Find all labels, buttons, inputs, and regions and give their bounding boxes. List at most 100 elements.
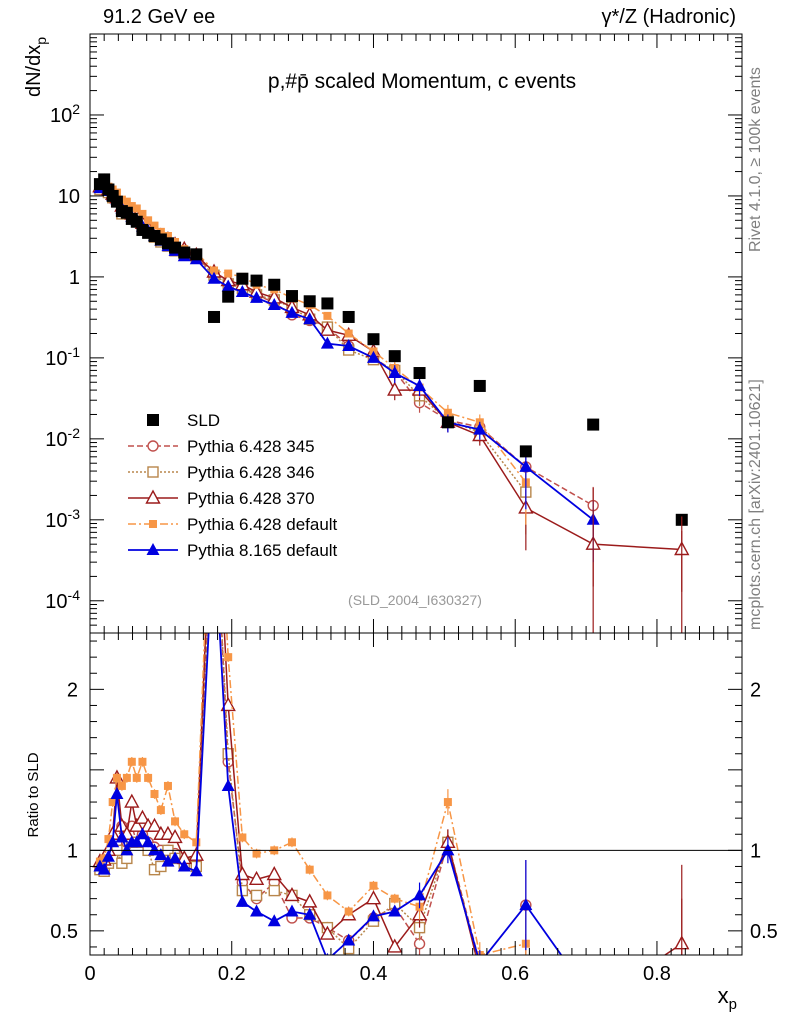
ratio-point-pythia-8-165-default — [267, 914, 281, 927]
ratio-point-pythia-6-428-default — [192, 838, 201, 847]
point-pythia-6-428-370 — [387, 381, 403, 396]
ratio-series-pythia-6-428-default — [95, 396, 530, 955]
ratio-point-pythia-6-428-default — [112, 773, 121, 782]
ratio-point-pythia-6-428-370 — [387, 938, 403, 953]
ratio-point-pythia-6-428-default — [344, 907, 353, 916]
ratio-point-pythia-6-428-default — [122, 773, 131, 782]
chart-title: p,#p̄ scaled Momentum, c events — [268, 70, 576, 93]
point-sld — [473, 379, 486, 392]
ratio-point-pythia-8-165-default — [141, 835, 155, 848]
ratio-series-pythia-8-165-default — [93, 633, 600, 1005]
ratio-point-pythia-6-428-370 — [266, 866, 282, 881]
legend-marker-pythia-6-428-370 — [145, 489, 161, 504]
legend-entry-pythia-6-428-370: Pythia 6.428 370 — [128, 489, 315, 508]
ratio-point-pythia-6-428-346 — [236, 884, 249, 897]
ratio-point-pythia-6-428-370 — [124, 793, 140, 808]
ratio-y-axis-label: Ratio to SLD — [25, 752, 42, 837]
ratio-point-pythia-6-428-default — [443, 798, 452, 807]
ratio-point-pythia-6-428-default — [305, 865, 314, 874]
ratio-point-pythia-8-165-default — [101, 849, 115, 862]
point-sld — [110, 195, 123, 208]
legend-label-pythia-6-428-346: Pythia 6.428 346 — [187, 463, 315, 482]
point-sld — [250, 274, 263, 287]
ratio-line-pythia-8-165-default — [99, 633, 563, 955]
ratio-point-pythia-8-165-default — [147, 843, 161, 856]
point-pythia-6-428-default — [224, 269, 233, 278]
point-pythia-6-428-default — [156, 227, 165, 236]
point-pythia-6-428-default — [323, 311, 332, 320]
point-pythia-8-165-default — [235, 285, 249, 298]
point-pythia-6-428-default — [122, 197, 131, 206]
ratio-point-pythia-6-428-370 — [302, 893, 318, 908]
header-right: γ*/Z (Hadronic) — [601, 6, 736, 28]
y-tick-label: 10-4 — [45, 587, 80, 613]
ratio-point-pythia-6-428-default — [180, 830, 189, 839]
ratio-point-pythia-6-428-370 — [129, 817, 145, 832]
ratio-point-pythia-6-428-default — [117, 781, 126, 790]
ratio-series-pythia-6-428-370 — [92, 633, 690, 955]
x-tick-label: 0.6 — [501, 963, 529, 985]
point-pythia-8-165-default — [221, 279, 235, 292]
point-pythia-8-165-default — [250, 290, 264, 303]
ratio-point-pythia-6-428-346 — [250, 889, 263, 902]
ratio-point-pythia-6-428-default — [132, 773, 141, 782]
ratio-point-pythia-6-428-default — [171, 817, 180, 826]
ratio-point-pythia-6-428-default — [108, 798, 117, 807]
point-pythia-8-165-default — [413, 378, 427, 391]
point-pythia-6-428-default — [163, 232, 172, 241]
y-tick-label: 10-3 — [45, 506, 80, 532]
legend-marker-sld — [147, 414, 159, 426]
point-sld — [285, 290, 298, 303]
ratio-point-pythia-6-428-370 — [284, 886, 300, 902]
point-pythia-8-165-default — [342, 339, 356, 352]
point-pythia-6-428-default — [344, 329, 353, 338]
point-pythia-6-428-default — [132, 204, 141, 213]
legend-label-pythia-6-428-default: Pythia 6.428 default — [187, 515, 338, 534]
ratio-y-tick-label: 1 — [67, 840, 78, 862]
ratio-point-pythia-6-428-default — [323, 891, 332, 900]
legend-entry-sld: SLD — [147, 411, 220, 430]
ratio-point-pythia-6-428-370 — [248, 870, 265, 886]
ratio-y-tick-label: 2 — [67, 679, 78, 701]
ratio-y-tick-label-right: 1 — [750, 840, 761, 862]
ratio-point-pythia-8-165-default — [97, 862, 111, 875]
ratio-point-pythia-6-428-default — [287, 838, 296, 847]
point-pythia-6-428-default — [144, 216, 153, 225]
ratio-point-pythia-6-428-default — [156, 806, 165, 815]
point-sld — [367, 333, 380, 346]
point-pythia-8-165-default — [388, 366, 402, 379]
ratio-point-pythia-8-165-default — [519, 898, 533, 911]
ratio-point-pythia-6-428-default — [224, 653, 233, 662]
ratio-point-pythia-6-428-default — [138, 757, 147, 766]
ratio-point-pythia-6-428-default — [390, 894, 399, 903]
ratio-point-pythia-8-165-default — [587, 993, 600, 1005]
ratio-point-pythia-6-428-default — [210, 396, 218, 404]
point-pythia-8-165-default — [303, 312, 317, 325]
main-series-layer — [92, 173, 690, 633]
ratio-y-tick-label: 0.5 — [50, 921, 78, 943]
axes-layer: 10-4 10-3 10-2 10-1 1 10 102 0.5 0.5 1 1 2 2 0 0.2 0.4 0… — [23, 33, 778, 1013]
point-sld — [98, 173, 111, 186]
point-pythia-6-428-default — [443, 408, 452, 417]
ratio-point-pythia-8-165-default — [250, 904, 264, 917]
ratio-point-pythia-6-428-default — [163, 781, 172, 790]
ratio-point-pythia-8-165-default — [388, 904, 402, 917]
ratio-point-pythia-8-165-default — [441, 843, 455, 856]
point-sld — [413, 367, 426, 380]
ratio-point-pythia-6-428-346 — [268, 884, 280, 897]
y-tick-label: 1 — [69, 267, 80, 289]
point-pythia-8-165-default — [207, 271, 221, 284]
ratio-point-pythia-6-428-default — [104, 835, 113, 844]
point-sld — [236, 272, 249, 285]
ratio-point-pythia-8-165-default — [342, 933, 356, 946]
point-sld — [190, 248, 203, 261]
legend-entry-pythia-6-428-346: Pythia 6.428 346 — [128, 463, 315, 482]
point-pythia-8-165-default — [267, 297, 281, 310]
point-sld — [222, 290, 235, 303]
legend-label-pythia-6-428-370: Pythia 6.428 370 — [187, 489, 315, 508]
ratio-point-pythia-6-428-346 — [475, 961, 485, 971]
ratio-point-pythia-6-428-370 — [134, 809, 151, 824]
legend: SLD Pythia 6.428 345 Pythia 6.428 346 Pythi… — [128, 411, 338, 560]
legend-entry-pythia-6-428-345: Pythia 6.428 345 — [128, 437, 315, 456]
ratio-point-pythia-6-428-default — [238, 833, 247, 842]
